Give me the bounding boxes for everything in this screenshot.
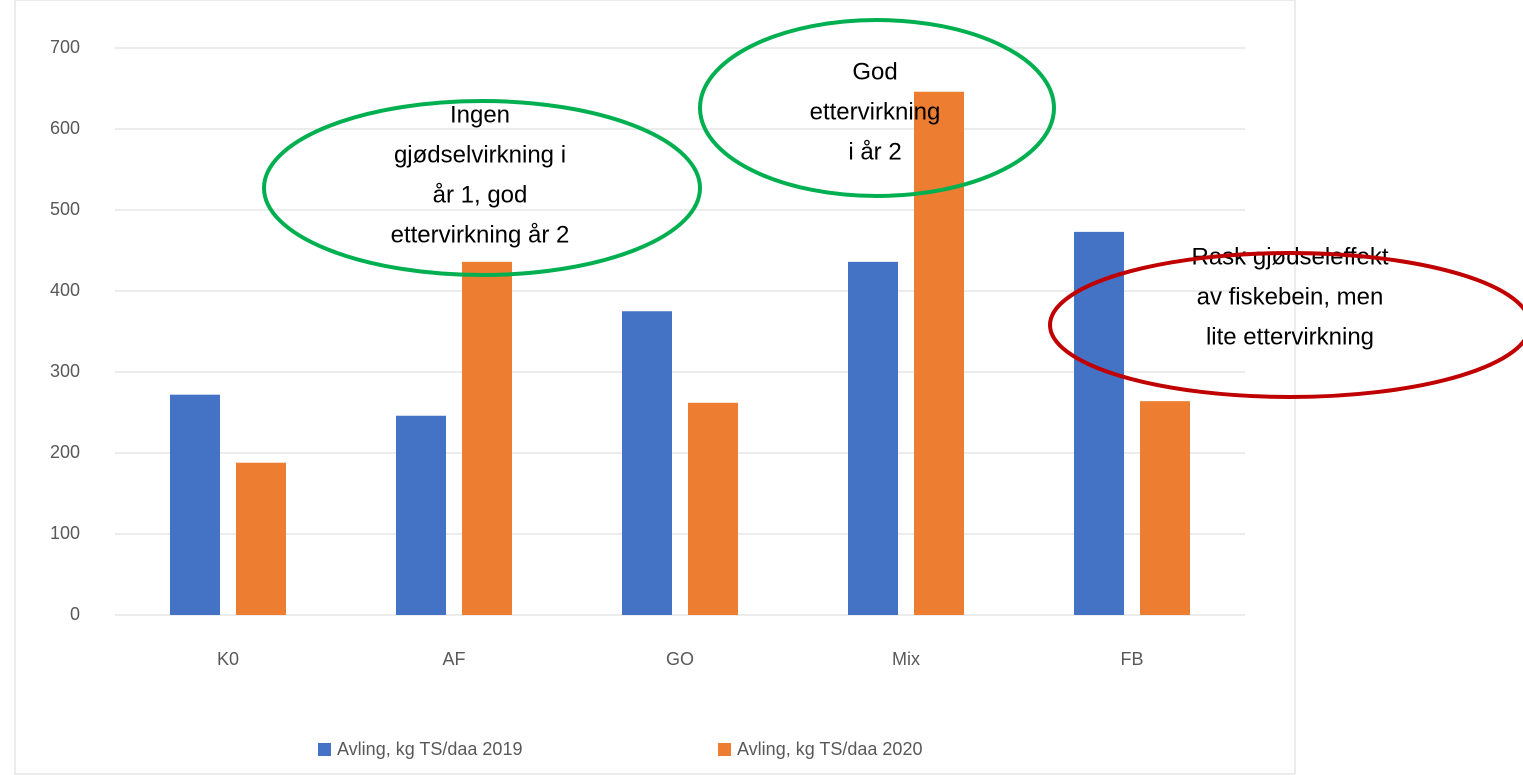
bar <box>688 402 738 615</box>
y-tick-label: 100 <box>50 523 80 543</box>
legend-swatch <box>318 743 331 756</box>
bar <box>1074 231 1124 615</box>
legend-label: Avling, kg TS/daa 2019 <box>337 739 522 759</box>
bar <box>914 91 964 616</box>
annotation-text: gjødselvirkning i <box>394 141 566 168</box>
y-tick-label: 400 <box>50 280 80 300</box>
annotation-text: ettervirkning år 2 <box>391 221 570 248</box>
annotation-text: Ingen <box>450 101 510 128</box>
y-tick-label: 700 <box>50 37 80 57</box>
bar <box>462 261 512 615</box>
bar <box>622 311 672 615</box>
annotation-ellipse <box>698 18 1056 198</box>
annotation-text: år 1, god <box>433 181 528 208</box>
annotation-text: God <box>852 58 897 85</box>
annotation-ellipse <box>262 99 702 277</box>
y-tick-label: 0 <box>70 604 80 624</box>
x-tick-label: GO <box>666 649 694 669</box>
x-tick-label: FB <box>1120 649 1143 669</box>
bar <box>396 415 446 615</box>
x-tick-label: K0 <box>217 649 239 669</box>
legend-swatch <box>718 743 731 756</box>
y-tick-label: 500 <box>50 199 80 219</box>
annotation-text: i år 2 <box>848 138 901 165</box>
bar <box>236 462 286 615</box>
bar <box>848 261 898 615</box>
annotation-text: av fiskebein, men <box>1197 283 1384 310</box>
y-tick-label: 300 <box>50 361 80 381</box>
annotation-text: ettervirkning <box>810 98 941 125</box>
x-tick-label: AF <box>442 649 465 669</box>
annotation-text: lite ettervirkning <box>1206 323 1374 350</box>
bar <box>170 394 220 615</box>
y-tick-label: 600 <box>50 118 80 138</box>
y-tick-label: 200 <box>50 442 80 462</box>
annotation-ellipse <box>1048 251 1523 399</box>
legend-label: Avling, kg TS/daa 2020 <box>737 739 922 759</box>
bar <box>1140 401 1190 615</box>
x-tick-label: Mix <box>892 649 920 669</box>
